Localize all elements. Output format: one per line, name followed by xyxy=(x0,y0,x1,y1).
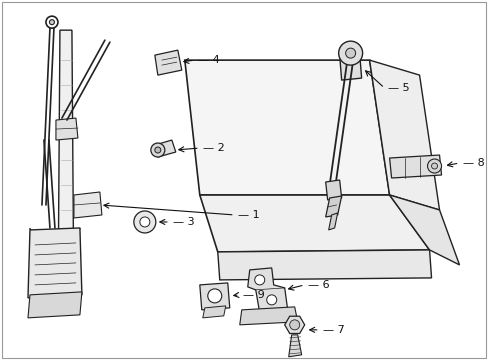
Polygon shape xyxy=(200,195,428,252)
Circle shape xyxy=(134,211,156,233)
Polygon shape xyxy=(155,140,176,157)
Circle shape xyxy=(207,289,222,303)
Polygon shape xyxy=(325,196,341,217)
Polygon shape xyxy=(28,228,82,298)
Polygon shape xyxy=(58,30,74,315)
Circle shape xyxy=(338,41,362,65)
Text: — 7: — 7 xyxy=(322,325,344,335)
Polygon shape xyxy=(369,60,439,210)
Polygon shape xyxy=(155,50,182,75)
Circle shape xyxy=(140,217,149,227)
Circle shape xyxy=(289,320,299,330)
Polygon shape xyxy=(339,53,361,80)
Text: — 5: — 5 xyxy=(387,83,408,93)
Text: — 1: — 1 xyxy=(237,210,259,220)
Text: — 9: — 9 xyxy=(242,290,264,300)
Polygon shape xyxy=(284,316,304,333)
Polygon shape xyxy=(239,307,297,325)
Text: — 4: — 4 xyxy=(197,55,219,65)
Circle shape xyxy=(46,16,58,28)
Polygon shape xyxy=(200,283,229,310)
Polygon shape xyxy=(288,335,301,357)
Circle shape xyxy=(427,159,441,173)
Circle shape xyxy=(266,295,276,305)
Polygon shape xyxy=(389,155,441,178)
Text: — 2: — 2 xyxy=(203,143,224,153)
Circle shape xyxy=(155,147,161,153)
Circle shape xyxy=(345,48,355,58)
Polygon shape xyxy=(217,250,431,280)
Polygon shape xyxy=(184,60,389,195)
Text: — 8: — 8 xyxy=(462,158,483,168)
Polygon shape xyxy=(203,306,225,318)
Polygon shape xyxy=(328,213,337,230)
Polygon shape xyxy=(56,118,78,140)
Circle shape xyxy=(150,143,164,157)
Polygon shape xyxy=(325,180,341,200)
Circle shape xyxy=(49,20,54,25)
Text: — 6: — 6 xyxy=(307,280,328,290)
Polygon shape xyxy=(389,195,459,265)
Polygon shape xyxy=(28,292,82,318)
Polygon shape xyxy=(74,192,102,218)
Circle shape xyxy=(254,275,264,285)
Text: — 3: — 3 xyxy=(172,217,194,227)
Polygon shape xyxy=(247,268,287,313)
Circle shape xyxy=(431,163,437,169)
